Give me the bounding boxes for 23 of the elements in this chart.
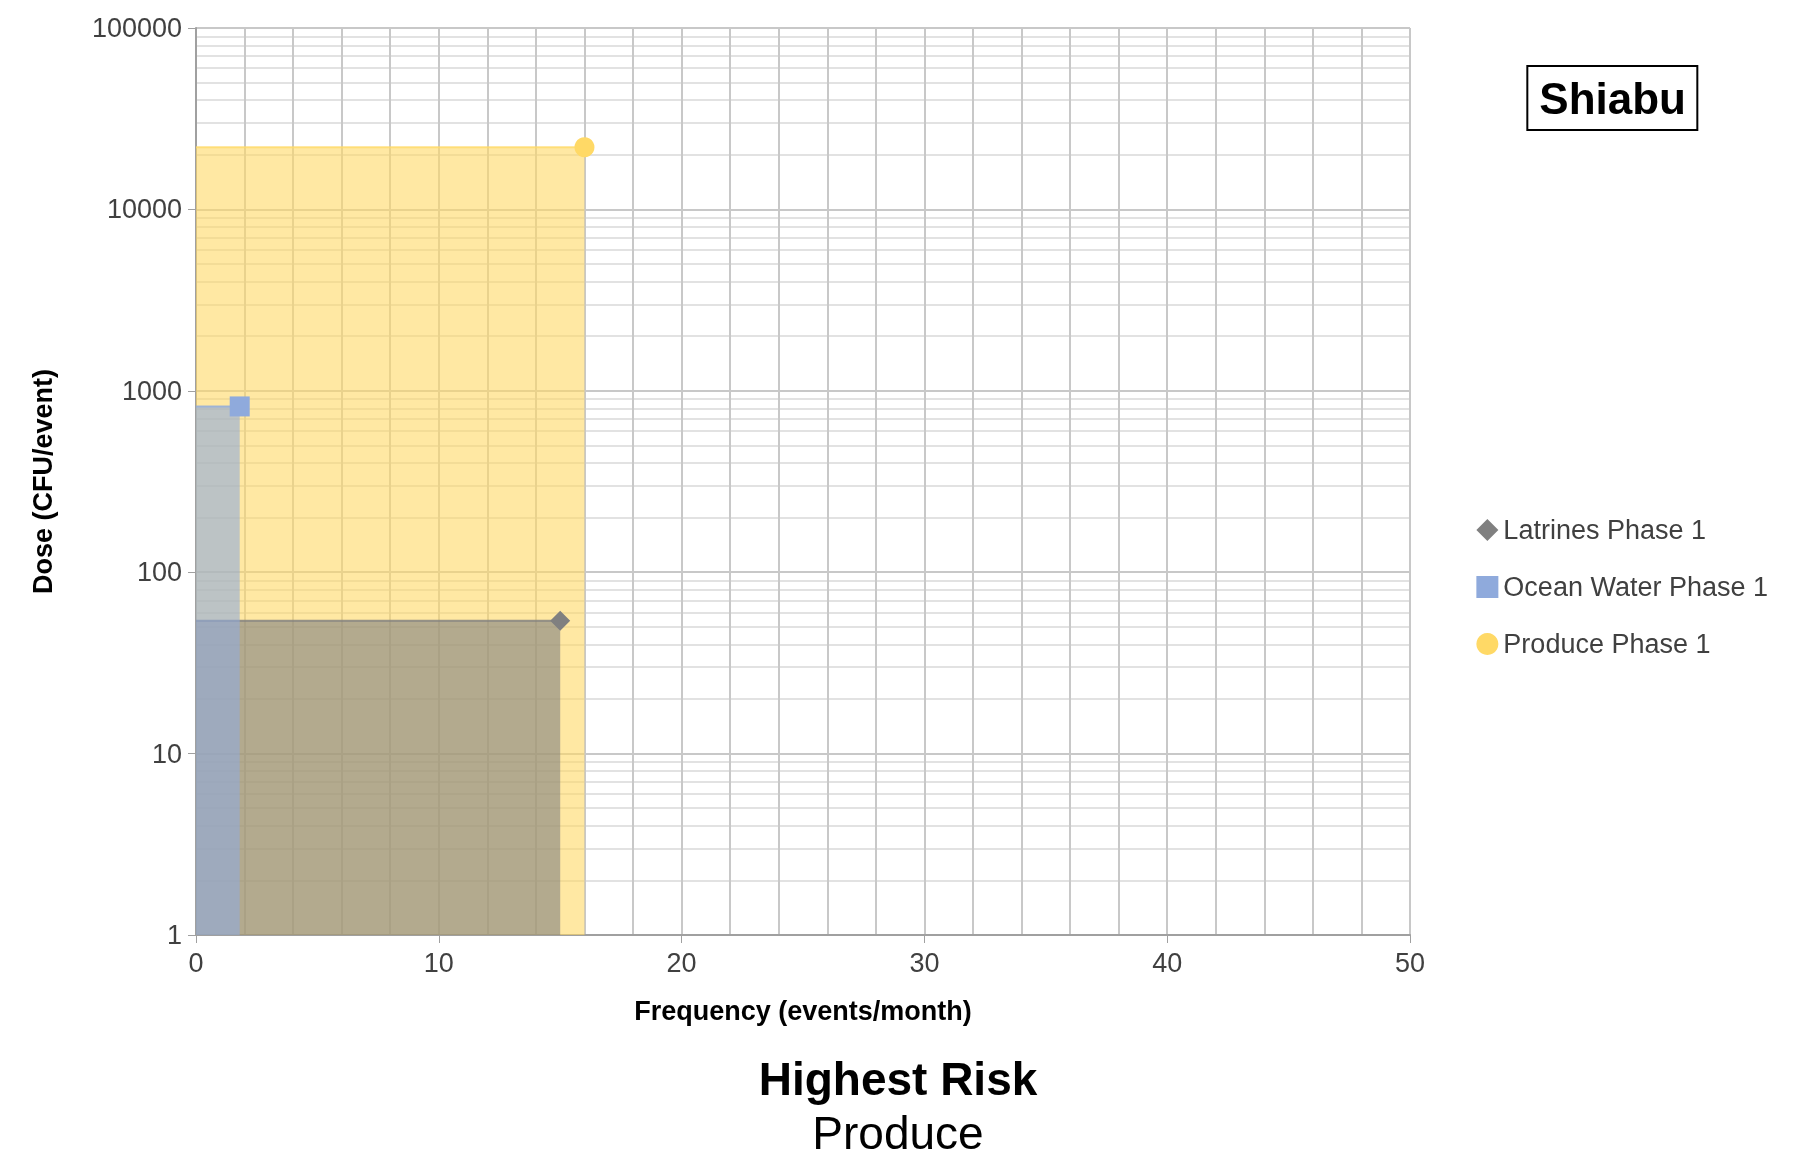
legend-label: Ocean Water Phase 1 <box>1503 572 1769 602</box>
point <box>550 610 571 631</box>
x-tick-label: 30 <box>909 947 940 978</box>
legend-label: Produce Phase 1 <box>1503 629 1711 659</box>
x-tick-label: 0 <box>188 947 204 978</box>
y-tick-label: 100 <box>136 557 182 588</box>
point <box>229 396 250 417</box>
text: Highest Risk <box>758 1053 1038 1105</box>
point <box>574 137 595 158</box>
x-tick-label: 20 <box>666 947 697 978</box>
y-tick-label: 1 <box>166 920 182 950</box>
x-axis-title: Frequency (events/month) <box>634 995 972 1026</box>
y-tick-label: 10000 <box>106 194 182 225</box>
text: Shiabu <box>1539 73 1687 123</box>
y-tick-label: 100000 <box>91 13 182 43</box>
legend-label: Latrines Phase 1 <box>1503 515 1707 545</box>
y-tick-label: 10 <box>151 738 182 769</box>
x-tick-label: 40 <box>1152 947 1183 978</box>
y-tick-label: 1000 <box>121 375 182 406</box>
y-axis-title: Dose (CFU/event) <box>27 368 58 595</box>
text: Produce <box>812 1107 984 1159</box>
x-tick-label: 10 <box>423 947 454 978</box>
x-tick-label: 50 <box>1394 947 1426 978</box>
